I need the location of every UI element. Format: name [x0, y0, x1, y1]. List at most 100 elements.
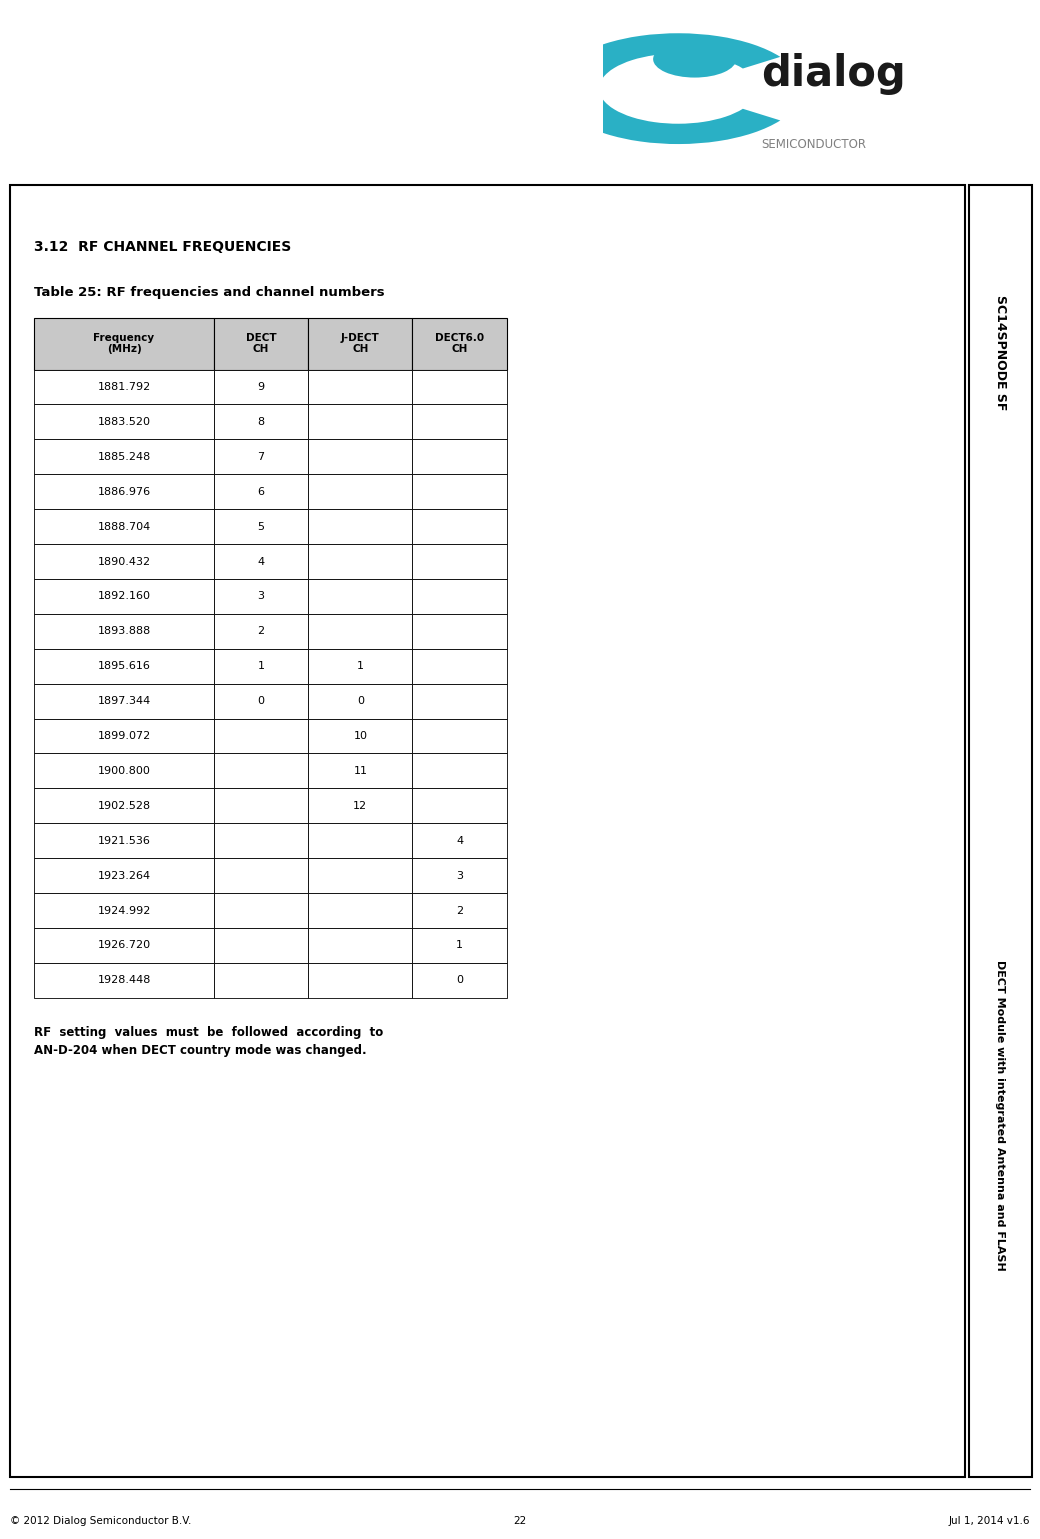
Bar: [34, 649, 214, 683]
Bar: [214, 683, 309, 719]
Bar: [309, 474, 412, 509]
Bar: [214, 928, 309, 963]
Text: 3.12  RF CHANNEL FREQUENCIES: 3.12 RF CHANNEL FREQUENCIES: [34, 240, 291, 254]
Text: 1893.888: 1893.888: [98, 626, 151, 636]
Text: 1892.160: 1892.160: [98, 591, 151, 602]
Bar: [214, 509, 309, 545]
Text: 5: 5: [258, 522, 264, 531]
Bar: [309, 319, 412, 369]
Text: 1885.248: 1885.248: [98, 452, 151, 462]
Text: 7: 7: [258, 452, 264, 462]
Text: 1928.448: 1928.448: [98, 976, 151, 985]
Bar: [214, 788, 309, 823]
Text: 1902.528: 1902.528: [98, 800, 151, 811]
Bar: [412, 545, 506, 579]
Bar: [34, 614, 214, 649]
Bar: [412, 963, 506, 997]
Bar: [309, 545, 412, 579]
Text: 1926.720: 1926.720: [98, 940, 151, 951]
Text: 1886.976: 1886.976: [98, 486, 151, 497]
Bar: [309, 614, 412, 649]
Text: SC14SPNODE SF: SC14SPNODE SF: [994, 295, 1007, 411]
Bar: [214, 859, 309, 893]
Bar: [214, 405, 309, 439]
Text: 1924.992: 1924.992: [98, 905, 151, 916]
Wedge shape: [553, 34, 780, 145]
Text: 1890.432: 1890.432: [98, 557, 151, 566]
Bar: [214, 963, 309, 997]
Bar: [214, 823, 309, 859]
Bar: [309, 649, 412, 683]
Text: 6: 6: [258, 486, 264, 497]
Text: 3: 3: [258, 591, 264, 602]
Bar: [412, 439, 506, 474]
Bar: [309, 928, 412, 963]
Text: Table 25: RF frequencies and channel numbers: Table 25: RF frequencies and channel num…: [34, 286, 385, 299]
Bar: [309, 405, 412, 439]
Bar: [412, 719, 506, 754]
Bar: [309, 823, 412, 859]
Text: RF  setting  values  must  be  followed  according  to
AN-D-204 when DECT countr: RF setting values must be followed accor…: [34, 1027, 384, 1057]
Bar: [412, 788, 506, 823]
Text: 1899.072: 1899.072: [98, 731, 151, 742]
Text: 1900.800: 1900.800: [98, 766, 151, 776]
Text: 12: 12: [354, 800, 367, 811]
Bar: [34, 545, 214, 579]
Text: 2: 2: [258, 626, 264, 636]
Bar: [214, 754, 309, 788]
Bar: [34, 509, 214, 545]
Bar: [309, 439, 412, 474]
Bar: [412, 614, 506, 649]
Text: 0: 0: [457, 976, 463, 985]
Bar: [214, 719, 309, 754]
Bar: [412, 509, 506, 545]
Text: 0: 0: [357, 696, 364, 706]
Bar: [34, 893, 214, 928]
Text: 0: 0: [258, 696, 264, 706]
Text: 22: 22: [514, 1516, 526, 1525]
Text: 1883.520: 1883.520: [98, 417, 151, 426]
Bar: [34, 405, 214, 439]
Bar: [214, 369, 309, 405]
Bar: [309, 754, 412, 788]
Text: dialog: dialog: [761, 52, 906, 95]
Text: 4: 4: [456, 836, 463, 846]
Bar: [34, 683, 214, 719]
Bar: [412, 893, 506, 928]
Bar: [34, 579, 214, 614]
Bar: [412, 319, 506, 369]
Bar: [34, 369, 214, 405]
Bar: [34, 788, 214, 823]
Bar: [34, 823, 214, 859]
Bar: [214, 649, 309, 683]
Text: 8: 8: [258, 417, 264, 426]
Text: J-DECT
CH: J-DECT CH: [341, 332, 380, 354]
Text: DECT6.0
CH: DECT6.0 CH: [435, 332, 485, 354]
Text: 1: 1: [258, 662, 264, 671]
Bar: [214, 319, 309, 369]
Bar: [34, 859, 214, 893]
Text: DECT Module with integrated Antenna and FLASH: DECT Module with integrated Antenna and …: [995, 960, 1006, 1271]
Bar: [412, 823, 506, 859]
Text: 1881.792: 1881.792: [98, 382, 151, 392]
Bar: [214, 614, 309, 649]
Text: 1923.264: 1923.264: [98, 871, 151, 880]
Text: 9: 9: [258, 382, 264, 392]
Bar: [412, 928, 506, 963]
Bar: [309, 369, 412, 405]
Bar: [309, 579, 412, 614]
Bar: [34, 439, 214, 474]
Bar: [412, 649, 506, 683]
Bar: [412, 754, 506, 788]
Bar: [412, 579, 506, 614]
Text: 1897.344: 1897.344: [98, 696, 151, 706]
Bar: [34, 474, 214, 509]
Bar: [309, 719, 412, 754]
Bar: [309, 859, 412, 893]
Bar: [309, 788, 412, 823]
Text: 1: 1: [357, 662, 364, 671]
Bar: [214, 474, 309, 509]
Bar: [214, 439, 309, 474]
Circle shape: [653, 40, 736, 77]
Text: 11: 11: [354, 766, 367, 776]
